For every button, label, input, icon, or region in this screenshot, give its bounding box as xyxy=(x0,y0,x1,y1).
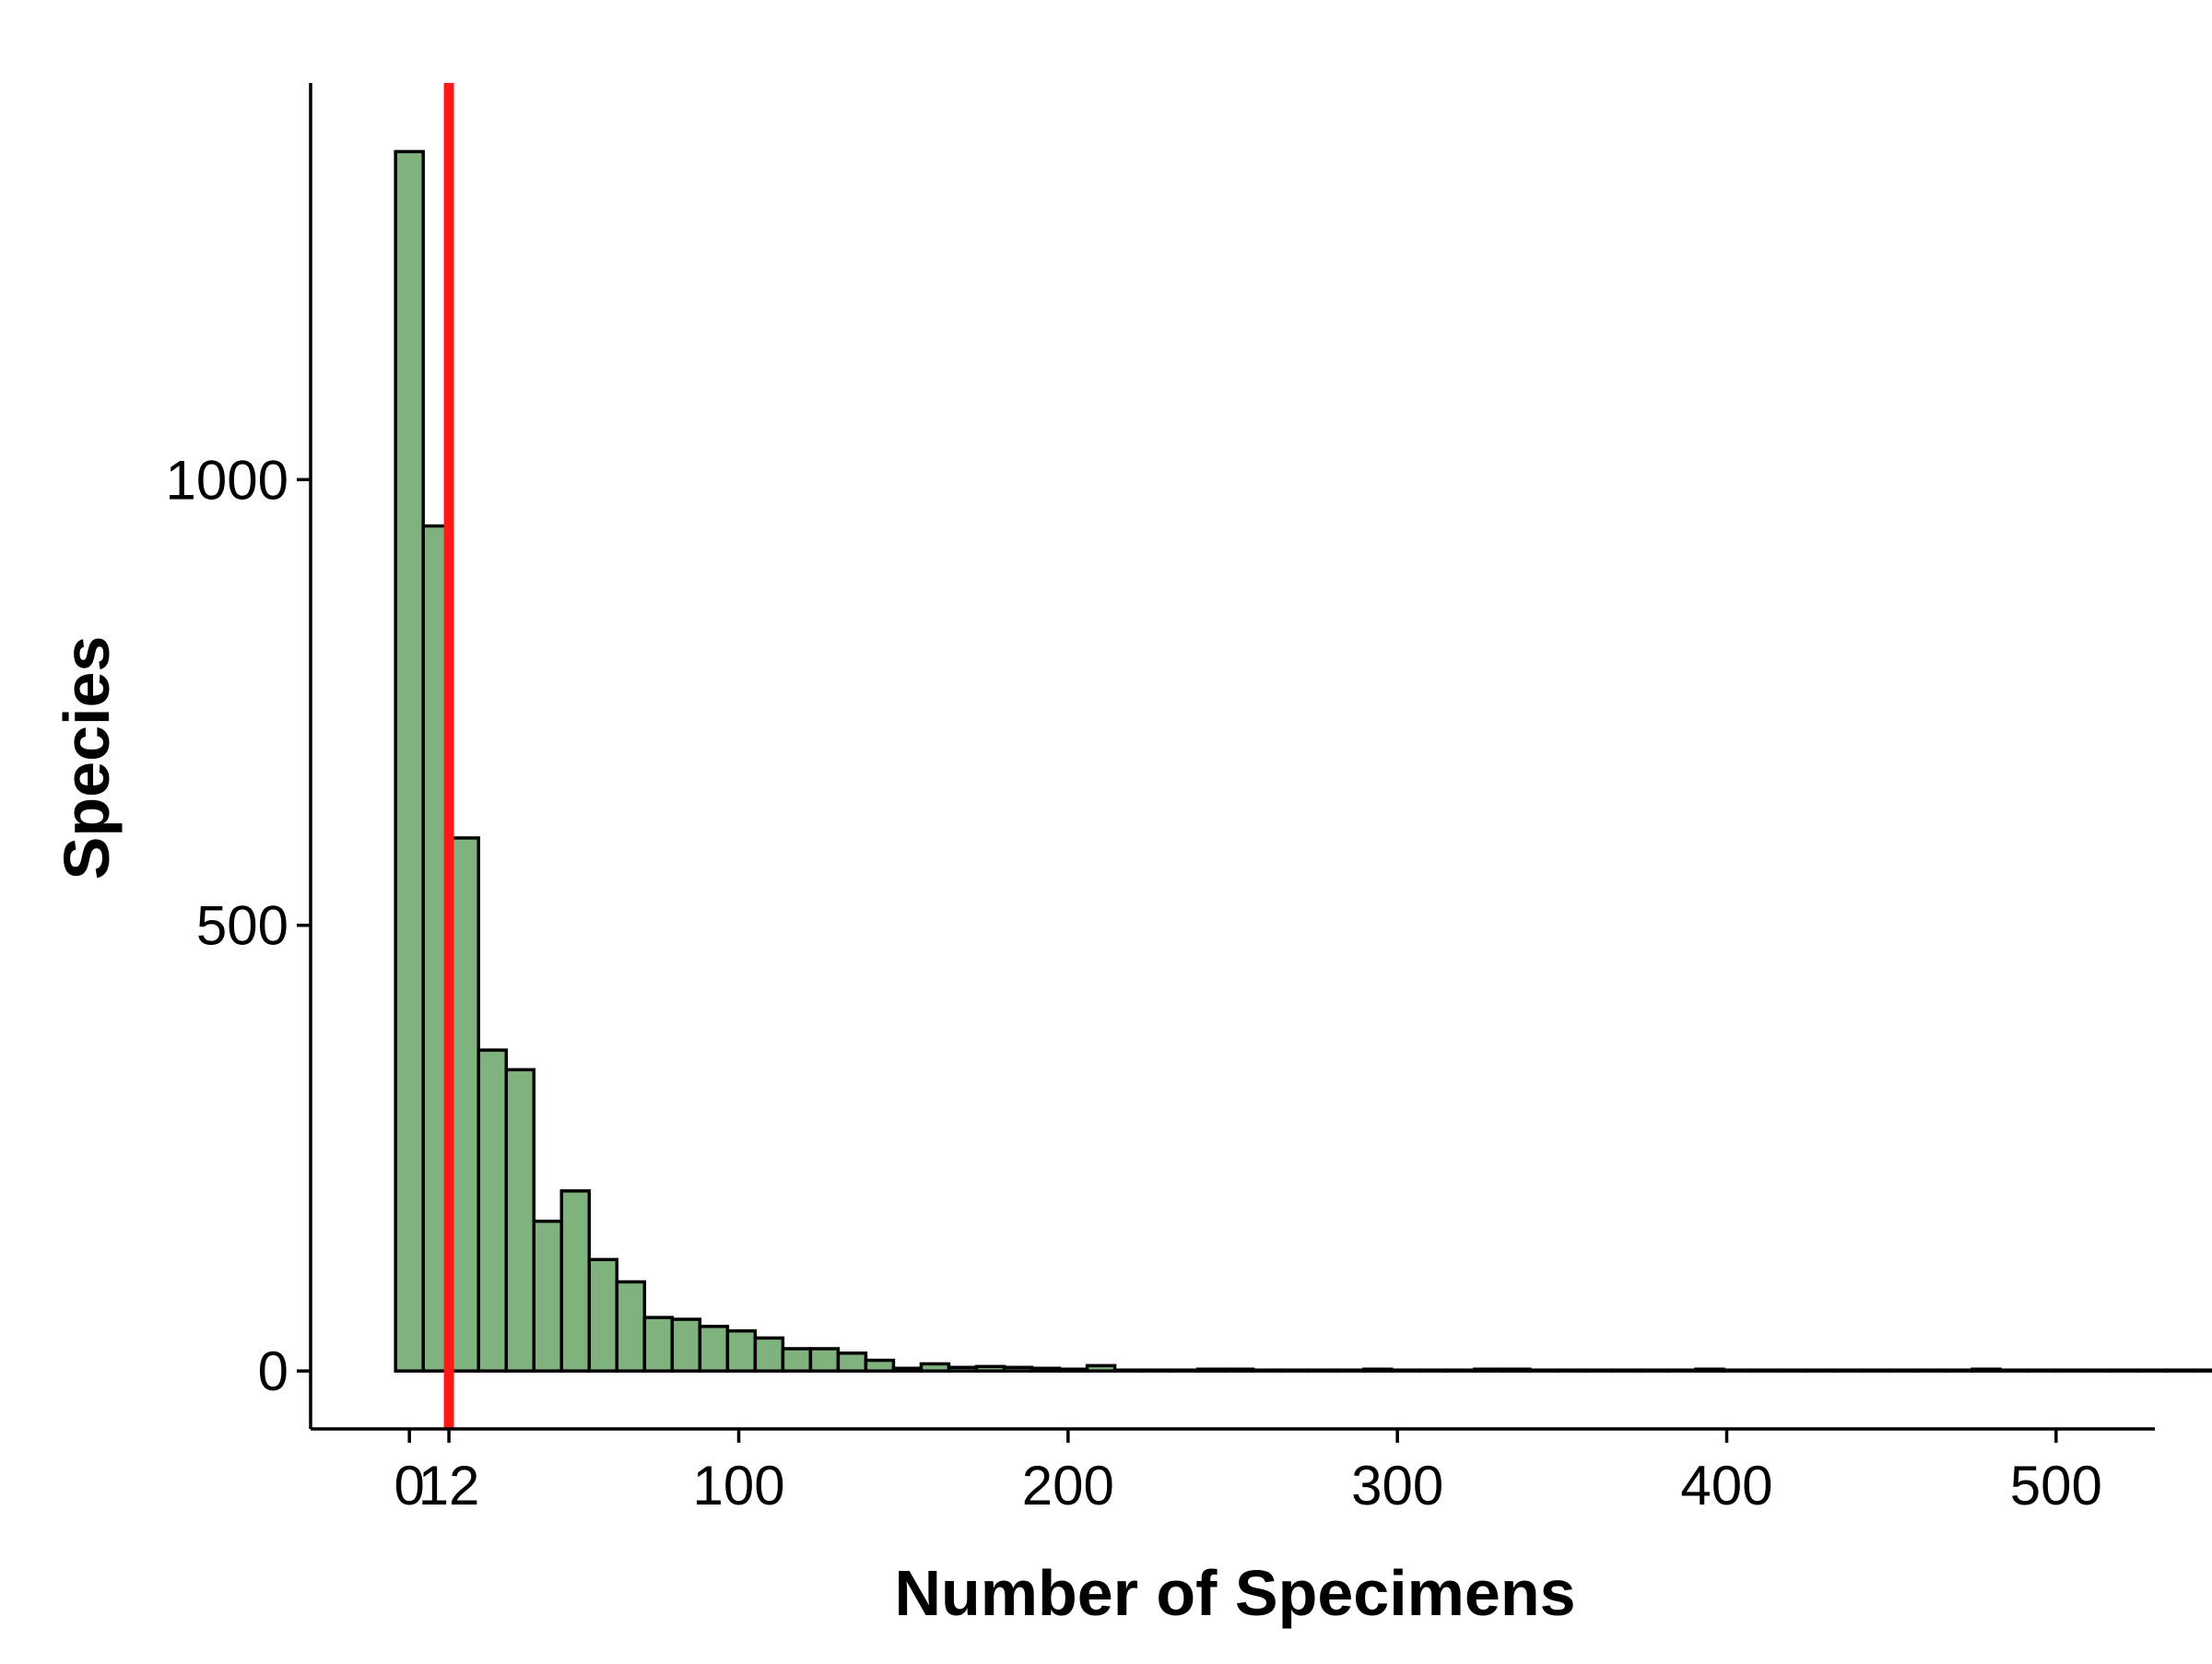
histogram-bar xyxy=(1251,1368,1283,1373)
bars-layer xyxy=(394,149,2212,1373)
histogram-bar xyxy=(1278,1368,1311,1373)
histogram-bar xyxy=(891,1366,924,1373)
histogram-bar xyxy=(559,1189,592,1373)
histogram-bar xyxy=(1832,1368,1864,1373)
histogram-bar xyxy=(974,1364,1006,1373)
histogram-bar xyxy=(1195,1367,1228,1373)
histogram-bar xyxy=(1805,1368,1836,1373)
histogram-bar xyxy=(864,1358,896,1373)
histogram-bar xyxy=(394,149,425,1373)
histogram-bar xyxy=(2053,1368,2085,1373)
x-tick-label: 0 xyxy=(394,1455,425,1516)
histogram-bar xyxy=(698,1325,730,1373)
histogram-bar xyxy=(947,1365,979,1373)
histogram-bar xyxy=(1694,1367,1725,1373)
histogram-bar xyxy=(670,1317,702,1373)
y-tick-label: 500 xyxy=(196,895,288,957)
histogram-bar xyxy=(1417,1368,1449,1373)
x-axis-title: Number of Specimens xyxy=(894,1557,1575,1629)
histogram-bar xyxy=(532,1219,564,1373)
y-tick-label: 1000 xyxy=(166,449,288,511)
histogram-bar xyxy=(919,1362,951,1373)
x-tick-label: 300 xyxy=(1351,1455,1443,1516)
histogram-bar xyxy=(504,1068,536,1373)
histogram-bar xyxy=(2081,1368,2112,1373)
histogram-bar xyxy=(1860,1368,1891,1373)
histogram-bar xyxy=(1500,1367,1532,1373)
x-tick-label: 400 xyxy=(1680,1455,1772,1516)
histogram-bar xyxy=(1777,1368,1808,1373)
histogram-bar xyxy=(1140,1368,1172,1373)
histogram-bar xyxy=(1943,1368,1974,1373)
histogram-bar xyxy=(1085,1363,1117,1373)
histogram-bar xyxy=(753,1336,785,1373)
histogram-bar xyxy=(1888,1368,1919,1373)
histogram-bar xyxy=(1749,1368,1781,1373)
axes-layer xyxy=(309,83,2155,1431)
histogram-bar xyxy=(1915,1368,1947,1373)
histogram-bar xyxy=(1639,1368,1670,1373)
histogram-bar xyxy=(1445,1368,1477,1373)
histogram-bar xyxy=(587,1257,619,1373)
histogram-bar xyxy=(1722,1368,1753,1373)
histogram-bar xyxy=(808,1347,841,1373)
histogram-bar xyxy=(1389,1368,1421,1373)
histogram-bar xyxy=(1112,1368,1145,1373)
x-tick-label: 200 xyxy=(1022,1455,1114,1516)
histogram-bar xyxy=(1306,1368,1338,1373)
y-axis-title: Species xyxy=(51,636,123,880)
histogram-bar xyxy=(642,1316,675,1373)
histogram-bar xyxy=(1971,1367,2002,1373)
x-tick-label: 12 xyxy=(418,1455,480,1516)
histogram-bar xyxy=(449,836,480,1373)
histogram-bar xyxy=(1528,1368,1559,1373)
histogram-bar xyxy=(1057,1367,1089,1373)
histogram-bar xyxy=(836,1351,868,1373)
histogram-bar xyxy=(1168,1368,1200,1373)
histogram-bar xyxy=(1611,1368,1642,1373)
histogram-bar xyxy=(615,1280,647,1373)
histogram-bar xyxy=(1361,1367,1394,1373)
histogram-bar xyxy=(781,1347,813,1373)
histogram-bar xyxy=(2026,1368,2057,1373)
histogram-bar xyxy=(725,1328,758,1373)
histogram-bar xyxy=(2164,1368,2195,1373)
histogram-bar xyxy=(1666,1368,1698,1373)
histogram-bar xyxy=(477,1048,508,1373)
x-tick-label: 500 xyxy=(2010,1455,2102,1516)
histogram-bar xyxy=(1998,1368,2030,1373)
histogram-bar xyxy=(1030,1366,1062,1373)
histogram-bar xyxy=(2136,1368,2168,1373)
y-tick-label: 0 xyxy=(258,1340,288,1402)
histogram-bar xyxy=(2109,1368,2140,1373)
histogram-bar xyxy=(1583,1368,1615,1373)
histogram-bar xyxy=(1334,1368,1366,1373)
histogram-bar xyxy=(1002,1365,1034,1373)
histogram-bar xyxy=(1556,1368,1587,1373)
histogram-bar xyxy=(1223,1367,1255,1373)
x-tick-label: 100 xyxy=(692,1455,784,1516)
histogram-bar xyxy=(1473,1367,1504,1373)
histogram-bar xyxy=(2192,1368,2212,1373)
